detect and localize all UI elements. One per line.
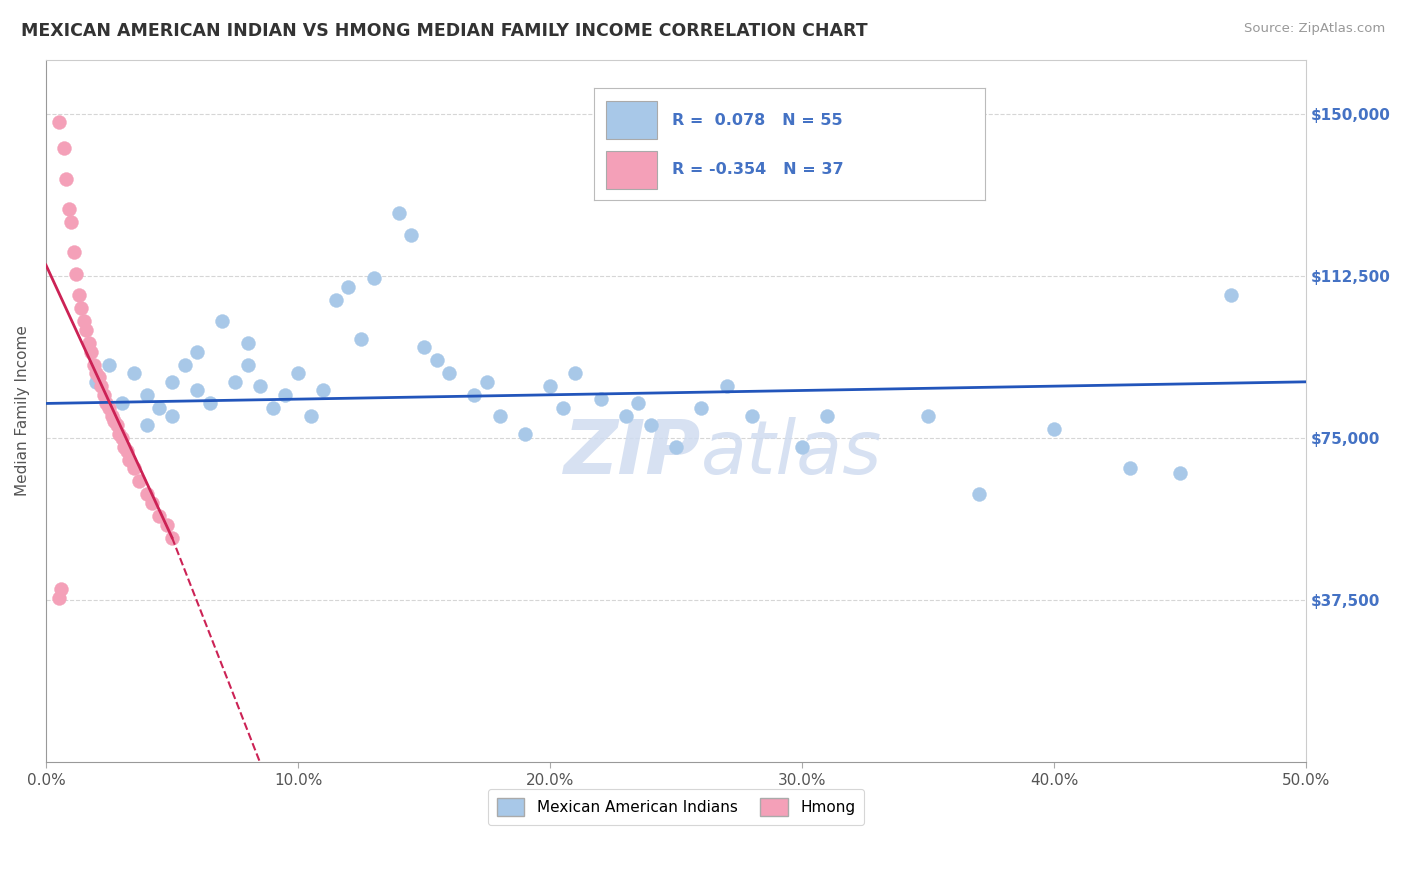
Point (67, 288, 90, 302)
Text: ZIP: ZIP (564, 417, 702, 490)
Point (211, 314, 233, 328)
Point (1219, 288, 1241, 302)
Point (463, 388, 485, 402)
Point (96, 396, 118, 410)
Point (65, 267, 87, 281)
Point (80, 344, 103, 359)
Point (401, 227, 423, 242)
Point (186, 344, 208, 359)
Point (350, 332, 373, 346)
Point (564, 366, 586, 380)
Legend: Mexican American Indians, Hmong: Mexican American Indians, Hmong (488, 789, 865, 825)
Point (156, 517, 179, 532)
Point (160, 531, 183, 545)
Point (98, 358, 121, 372)
Point (1043, 422, 1066, 436)
Point (1119, 461, 1142, 475)
Point (49, 582, 72, 597)
Point (186, 384, 208, 398)
Point (135, 388, 157, 402)
Point (513, 426, 536, 441)
Text: atlas: atlas (702, 417, 883, 489)
Point (60, 215, 83, 229)
Point (224, 375, 246, 389)
Point (173, 358, 195, 372)
Point (198, 396, 221, 410)
Point (100, 409, 122, 424)
Point (55, 171, 77, 186)
Point (716, 379, 738, 393)
Point (363, 271, 385, 285)
Text: MEXICAN AMERICAN INDIAN VS HMONG MEDIAN FAMILY INCOME CORRELATION CHART: MEXICAN AMERICAN INDIAN VS HMONG MEDIAN … (21, 22, 868, 40)
Point (115, 444, 138, 458)
Point (73, 314, 96, 328)
Point (105, 418, 128, 433)
Point (337, 279, 360, 293)
Point (70, 301, 93, 316)
Point (551, 401, 574, 415)
Point (83, 358, 105, 372)
Point (413, 340, 436, 354)
Point (388, 206, 411, 220)
Point (741, 409, 763, 424)
Point (1168, 466, 1191, 480)
Point (426, 353, 449, 368)
Point (262, 401, 284, 415)
Point (236, 358, 259, 372)
Point (287, 366, 309, 380)
Point (112, 440, 135, 454)
Point (475, 375, 498, 389)
Point (128, 475, 150, 489)
Point (627, 396, 650, 410)
Point (141, 496, 163, 510)
Point (148, 508, 170, 523)
Point (439, 366, 461, 380)
Point (815, 409, 838, 424)
Point (589, 392, 612, 406)
Point (62, 245, 84, 260)
Point (640, 418, 662, 433)
Point (249, 379, 271, 393)
Point (236, 335, 259, 350)
Point (110, 431, 132, 445)
Point (75, 323, 97, 337)
Point (614, 409, 637, 424)
Point (93, 388, 115, 402)
Point (52, 141, 75, 155)
Point (135, 487, 157, 501)
Point (108, 426, 131, 441)
Point (488, 409, 510, 424)
Point (103, 414, 125, 428)
Text: Source: ZipAtlas.com: Source: ZipAtlas.com (1244, 22, 1385, 36)
Point (122, 366, 145, 380)
Point (58, 202, 80, 216)
Point (160, 409, 183, 424)
Point (122, 461, 145, 475)
Point (967, 487, 990, 501)
Point (690, 401, 713, 415)
Point (274, 388, 297, 402)
Point (665, 440, 688, 454)
Point (86, 366, 108, 380)
Point (118, 452, 141, 467)
Point (90, 379, 112, 393)
Point (917, 409, 939, 424)
Point (48, 115, 70, 129)
Point (160, 375, 183, 389)
Y-axis label: Median Family Income: Median Family Income (15, 326, 30, 497)
Point (77, 335, 100, 350)
Point (148, 401, 170, 415)
Point (325, 293, 347, 307)
Point (135, 418, 157, 433)
Point (110, 396, 132, 410)
Point (312, 384, 335, 398)
Point (87, 370, 110, 384)
Point (792, 440, 814, 454)
Point (538, 379, 561, 393)
Point (299, 409, 322, 424)
Point (98, 401, 121, 415)
Point (48, 591, 70, 605)
Point (86, 375, 108, 389)
